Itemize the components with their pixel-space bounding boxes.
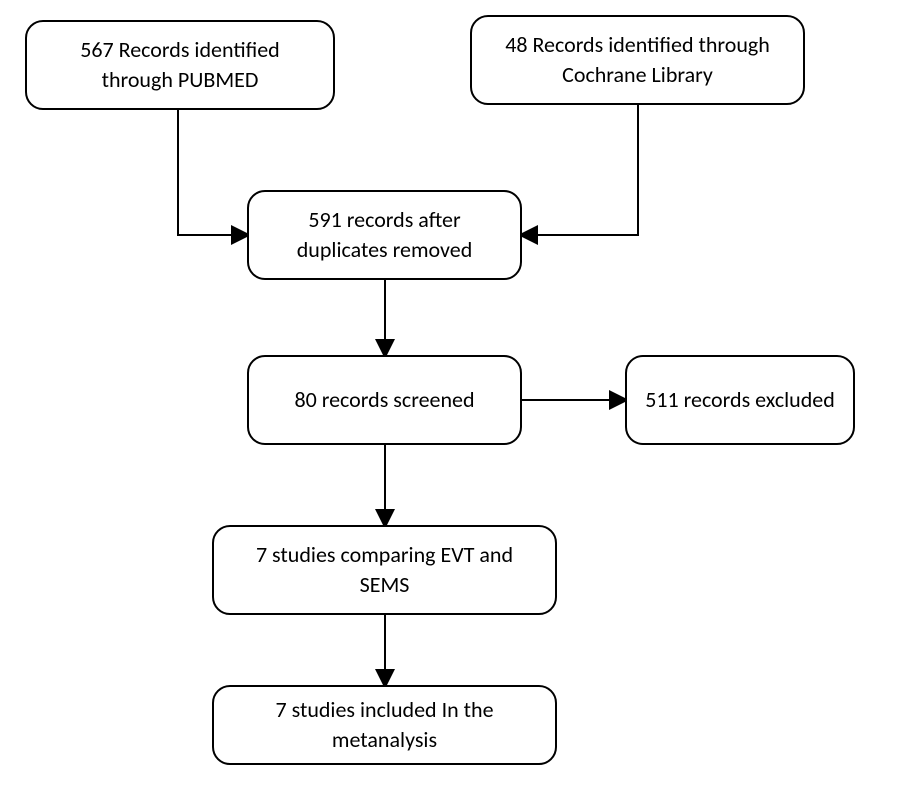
node-label: 567 Records identified through PUBMED	[45, 35, 315, 94]
node-label: 591 records after duplicates removed	[267, 205, 502, 264]
node-label: 511 records excluded	[645, 385, 835, 415]
node-studies-included: 7 studies included In the metanalysis	[212, 685, 557, 765]
node-label: 7 studies included In the metanalysis	[232, 695, 537, 754]
node-records-cochrane: 48 Records identified through Cochrane L…	[470, 15, 805, 105]
node-records-screened: 80 records screened	[247, 355, 522, 445]
node-records-pubmed: 567 Records identified through PUBMED	[25, 20, 335, 110]
flowchart-container: 567 Records identified through PUBMED 48…	[0, 0, 906, 788]
node-records-excluded: 511 records excluded	[625, 355, 855, 445]
node-studies-comparing: 7 studies comparing EVT and SEMS	[212, 525, 557, 615]
node-label: 80 records screened	[294, 385, 474, 415]
node-records-dedup: 591 records after duplicates removed	[247, 190, 522, 280]
node-label: 7 studies comparing EVT and SEMS	[232, 540, 537, 599]
node-label: 48 Records identified through Cochrane L…	[490, 30, 785, 89]
